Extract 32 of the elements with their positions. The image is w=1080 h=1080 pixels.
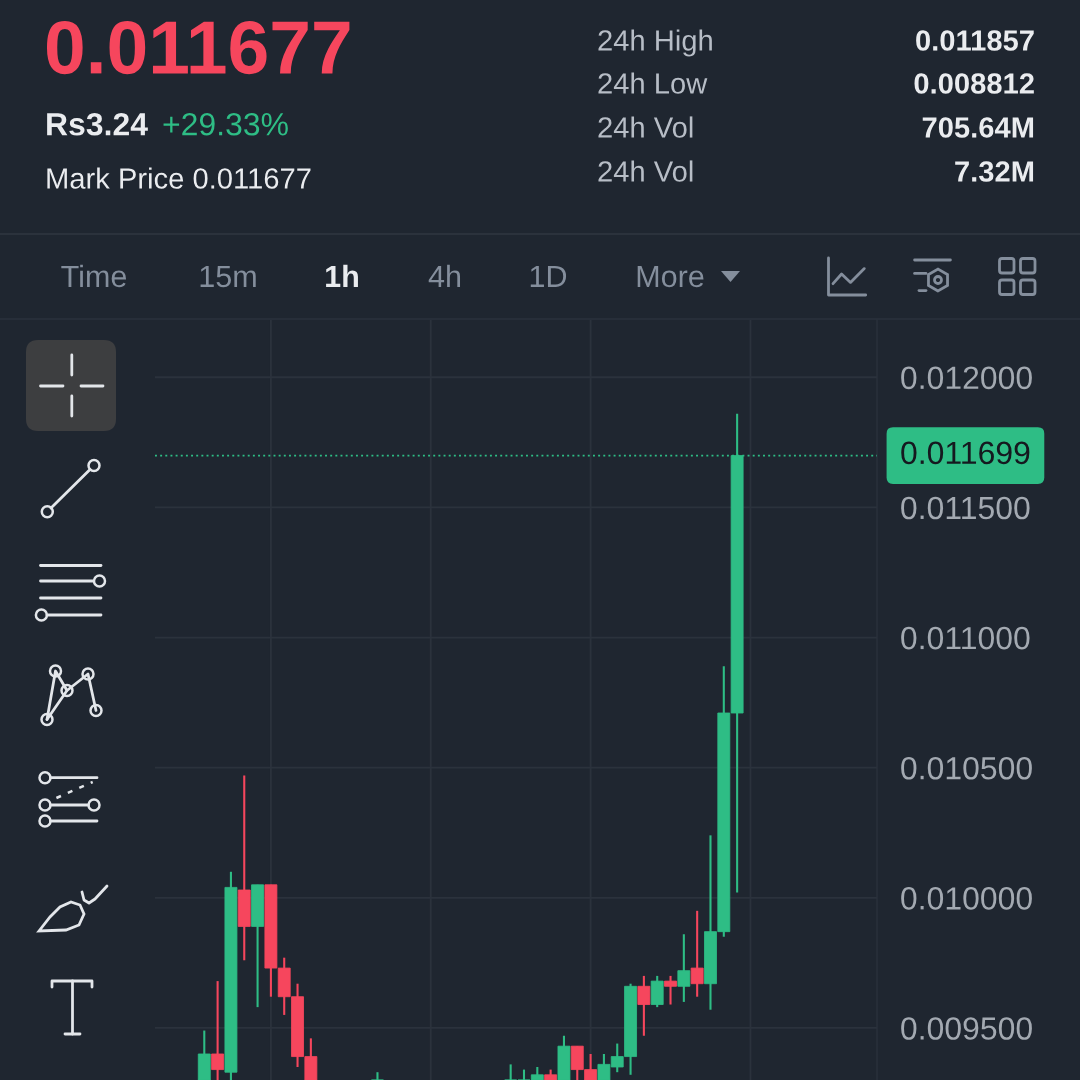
candlestick (650, 974, 664, 1009)
candlestick (371, 1071, 384, 1080)
chart-title: 0.011677 (46, 21, 350, 75)
candlestick (664, 974, 677, 1006)
y-tick-label: 0.010500 (901, 756, 1032, 780)
text: 24h High (598, 29, 712, 57)
text: Time (61, 264, 127, 288)
text: 1D (530, 265, 567, 287)
text: 24h Vol (598, 116, 693, 138)
candlestick (690, 909, 704, 998)
text: 15m (200, 265, 256, 288)
text: 1h (326, 264, 358, 287)
text: Mark Price 0.011677 (47, 167, 311, 189)
text: More (637, 265, 704, 288)
text: 0.011857 (916, 30, 1034, 51)
y-tick-label: 0.012000 (901, 366, 1032, 390)
y-tick-label: 0.009500 (901, 1017, 1032, 1040)
candlestick (677, 933, 691, 1003)
y-tick-label: 0.011000 (901, 626, 1030, 650)
text: +29.33% (163, 112, 288, 136)
candlestick (637, 974, 651, 1037)
text: Rs3.24 (47, 112, 148, 136)
text: 4h (428, 264, 461, 287)
candlestick (211, 980, 225, 1080)
y-tick-label: 0.010000 (901, 887, 1032, 910)
text: 705.64M (922, 117, 1034, 138)
y-tick-label: 0.011500 (901, 496, 1030, 520)
ref-line-label: 0.011699 (901, 441, 1030, 465)
text: 0.008812 (914, 73, 1034, 94)
text: 24h Vol (598, 160, 693, 182)
text: 24h Low (598, 72, 708, 94)
text: 7.32M (955, 161, 1034, 182)
